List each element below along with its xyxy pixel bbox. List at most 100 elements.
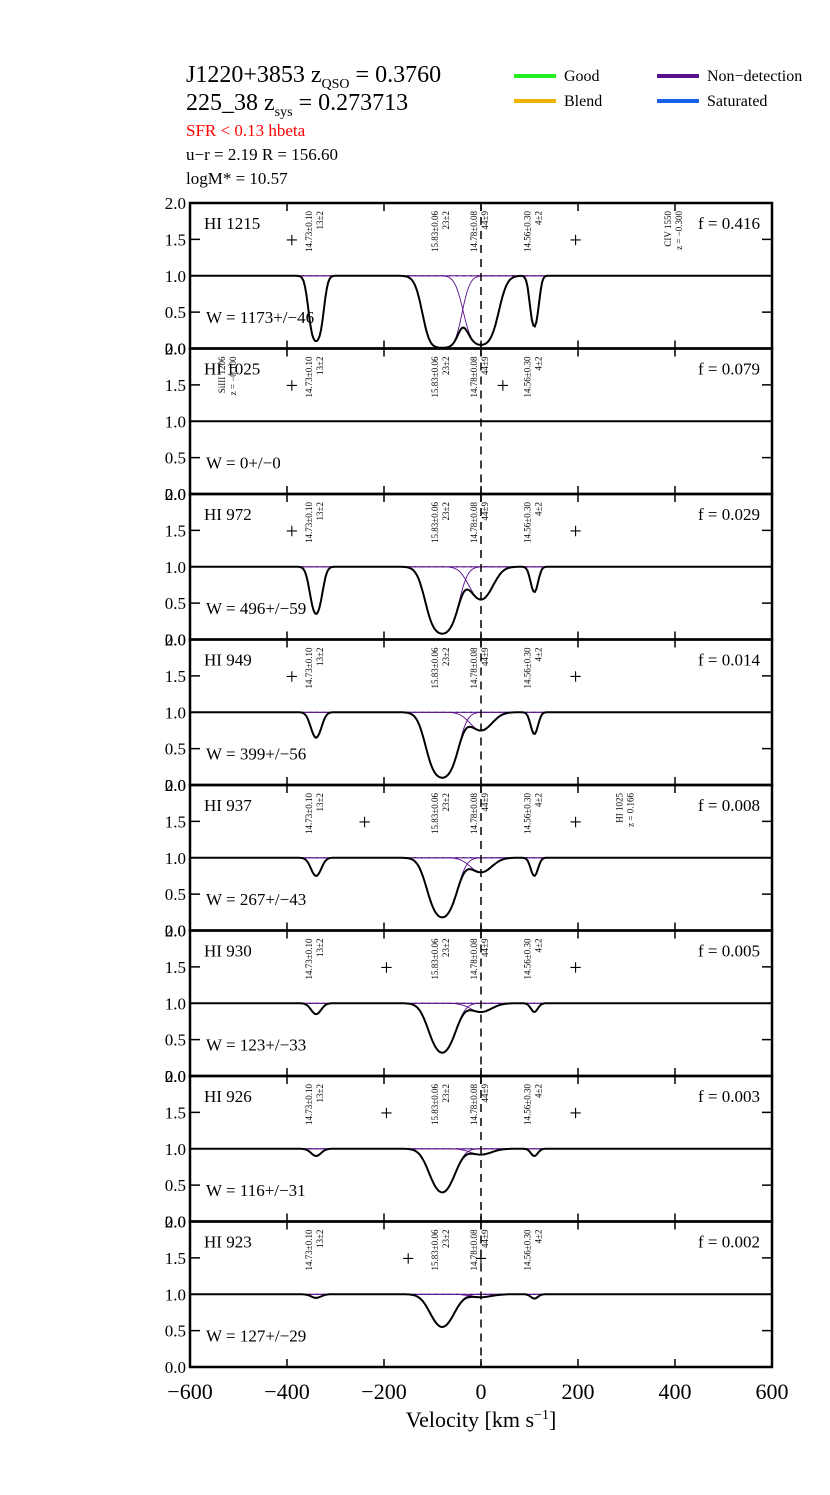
oscillator-strength-label: f = 0.029 — [698, 505, 760, 524]
oscillator-strength-label: f = 0.014 — [698, 651, 760, 670]
line-redshift-label: z = 0.166 — [626, 793, 636, 827]
component-logn-label: 15.83±0.06 — [430, 502, 440, 543]
y-tick-label: 1.5 — [165, 521, 186, 540]
integration-limit-cross-0: + — [286, 664, 298, 689]
component-b-label: 23±2 — [441, 648, 451, 666]
equivalent-width-label: W = 399+/−56 — [206, 744, 306, 763]
component-b-label: 4±2 — [533, 648, 543, 662]
header: J1220+3853 zQSO = 0.3760 225_38 zsys = 0… — [186, 62, 441, 188]
legend: Good Blend Non−detection Saturated — [514, 68, 802, 110]
component-b-label: 23±2 — [441, 939, 451, 957]
y-tick-label: 2.0 — [165, 776, 186, 795]
component-logn-label: 14.73±0.10 — [304, 647, 314, 688]
component-b-label: 4±2 — [533, 1230, 543, 1244]
y-tick-label: 2.0 — [165, 1067, 186, 1086]
component-logn-label: 14.78±0.08 — [469, 1084, 479, 1125]
component-logn-label: 15.83±0.06 — [430, 647, 440, 688]
component-logn-label: 14.56±0.30 — [522, 1084, 532, 1125]
y-tick-label: 2.0 — [165, 485, 186, 504]
component-logn-label: 14.56±0.30 — [522, 647, 532, 688]
integration-limit-cross-0: + — [286, 227, 298, 252]
component-b-label: 44±9 — [480, 1084, 490, 1103]
ion-label: HI 937 — [204, 796, 252, 815]
component-b-label: 4±2 — [533, 211, 543, 225]
component-b-label: 23±2 — [441, 1084, 451, 1102]
model-fit — [190, 1147, 772, 1194]
x-tick-label: 600 — [756, 1379, 789, 1404]
component-logn-label: 14.78±0.08 — [469, 647, 479, 688]
integration-limit-cross-0: + — [358, 809, 370, 834]
component-b-label: 44±9 — [480, 502, 490, 521]
y-tick-label: 0.5 — [165, 303, 186, 322]
y-tick-label: 0.0 — [165, 1213, 186, 1232]
component-logn-label: 14.78±0.08 — [469, 356, 479, 397]
y-tick-label: 1.5 — [165, 667, 186, 686]
component-logn-label: 14.78±0.08 — [469, 211, 479, 252]
integration-limit-cross-0: + — [380, 955, 392, 980]
model-fit — [190, 1002, 772, 1054]
panel-6: 14.73±0.10 13±2 15.83±0.06 23±2 14.78±0.08 44… — [165, 1067, 774, 1232]
oscillator-strength-label: f = 0.002 — [698, 1233, 760, 1252]
legend-label-1: Blend — [564, 93, 602, 110]
line-redshift-label: z = −0.100 — [228, 356, 238, 395]
component-logn-label: 14.73±0.10 — [304, 938, 314, 979]
component-logn-label: 14.73±0.10 — [304, 356, 314, 397]
integration-limit-cross-0: + — [286, 373, 298, 398]
component-b-label: 23±2 — [441, 1230, 451, 1248]
sfr-label: SFR < 0.13 hbeta — [186, 121, 306, 140]
y-tick-label: 0.5 — [165, 449, 186, 468]
y-tick-label: 1.5 — [165, 1249, 186, 1268]
y-tick-label: 0.0 — [165, 631, 186, 650]
integration-limit-cross-0: + — [402, 1246, 414, 1271]
oscillator-strength-label: f = 0.416 — [698, 214, 760, 233]
legend-label-0: Good — [564, 68, 600, 85]
line-id-label: HI 1025 — [615, 793, 625, 823]
component-b-label: 4±2 — [533, 502, 543, 516]
oscillator-strength-label: f = 0.079 — [698, 360, 760, 379]
component-logn-label: 14.73±0.10 — [304, 1084, 314, 1125]
ion-label: HI 949 — [204, 651, 252, 670]
system-title: 225_38 zsys = 0.273713 — [186, 90, 408, 120]
line-redshift-label: z = −0.300 — [674, 211, 684, 250]
y-tick-label: 1.0 — [165, 703, 186, 722]
legend-label-3: Saturated — [707, 93, 767, 110]
panel-1: 14.73±0.10 13±2 15.83±0.06 23±2 14.78±0.08 44… — [165, 340, 774, 504]
y-tick-label: 1.0 — [165, 267, 186, 286]
y-tick-label: 0.0 — [165, 1067, 186, 1086]
equivalent-width-label: W = 1173+/−46 — [206, 308, 314, 327]
equivalent-width-label: W = 267+/−43 — [206, 890, 306, 909]
component-b-label: 23±2 — [441, 793, 451, 811]
x-axis: −600 −400 −200 0 200 400 600 Velocity [km s−1] — [167, 1379, 788, 1432]
component-logn-label: 14.78±0.08 — [469, 793, 479, 834]
component-b-label: 13±2 — [315, 1084, 325, 1102]
component-b-label: 23±2 — [441, 357, 451, 375]
integration-limit-cross-1: + — [569, 1100, 581, 1125]
component-logn-label: 14.73±0.10 — [304, 1229, 314, 1270]
panel-3: 14.73±0.10 13±2 15.83±0.06 23±2 14.78±0.08 44… — [165, 631, 774, 795]
y-tick-label: 1.5 — [165, 958, 186, 977]
component-b-label: 13±2 — [315, 211, 325, 229]
x-tick-label: −400 — [264, 1379, 309, 1404]
oscillator-strength-label: f = 0.005 — [698, 942, 760, 961]
x-tick-label: 400 — [659, 1379, 692, 1404]
integration-limit-cross-1: + — [569, 955, 581, 980]
ion-label: HI 972 — [204, 505, 252, 524]
component-b-label: 13±2 — [315, 502, 325, 520]
component-logn-label: 14.56±0.30 — [522, 938, 532, 979]
ion-label: HI 923 — [204, 1233, 252, 1252]
x-tick-label: 200 — [562, 1379, 595, 1404]
y-tick-label: 0.5 — [165, 885, 186, 904]
component-b-label: 44±9 — [480, 1229, 490, 1248]
component-b-label: 13±2 — [315, 793, 325, 811]
equivalent-width-label: W = 123+/−33 — [206, 1035, 306, 1054]
equivalent-width-label: W = 496+/−59 — [206, 599, 306, 618]
x-tick-label: 0 — [476, 1379, 487, 1404]
y-tick-label: 1.0 — [165, 994, 186, 1013]
component-b-label: 4±2 — [533, 793, 543, 807]
component-b-label: 13±2 — [315, 357, 325, 375]
y-tick-label: 1.0 — [165, 558, 186, 577]
component-logn-label: 14.73±0.10 — [304, 502, 314, 543]
stellar-mass-label: logM* = 10.57 — [186, 169, 288, 188]
integration-limit-cross-0: + — [286, 518, 298, 543]
component-b-label: 44±9 — [480, 647, 490, 666]
